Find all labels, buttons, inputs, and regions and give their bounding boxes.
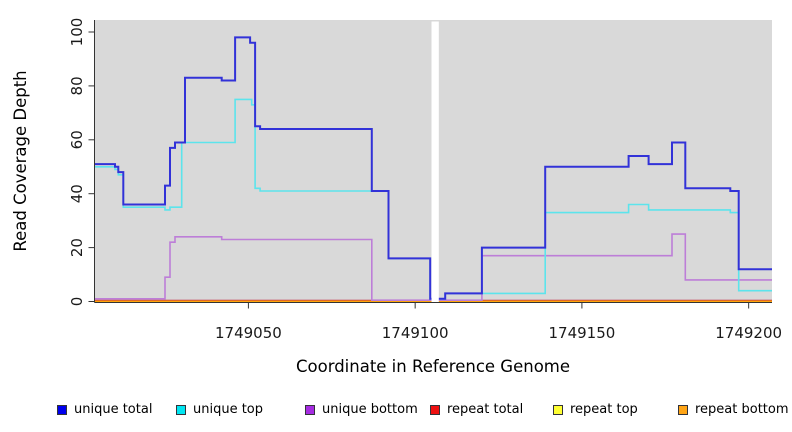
legend-item-unique-bottom: unique bottom <box>305 402 418 417</box>
x-tick-label: 1749150 <box>549 324 616 342</box>
plot-generated: 1749050 1749100 1749150 1749200 0 20 40 60 80 100 <box>68 18 782 342</box>
legend-item-repeat-top: repeat top <box>553 402 638 417</box>
legend-item-unique-total: unique total <box>57 402 152 417</box>
y-tick-label: 20 <box>68 238 86 257</box>
y-tick-label: 80 <box>68 76 86 95</box>
legend-swatch-repeat-total <box>430 404 440 415</box>
legend-swatch-repeat-top <box>553 404 563 415</box>
y-axis-title: Read Coverage Depth <box>11 70 30 251</box>
legend-swatch-unique-top <box>176 404 186 415</box>
x-axis-title: Coordinate in Reference Genome <box>296 357 570 376</box>
legend-swatch-unique-bottom <box>305 404 315 415</box>
legend-label: unique bottom <box>322 402 418 417</box>
legend-item-repeat-total: repeat total <box>430 402 523 417</box>
legend-label: unique top <box>193 402 264 417</box>
y-tick-label: 60 <box>68 130 86 149</box>
legend-item-repeat-bottom: repeat bottom <box>678 402 789 417</box>
missing-data-gap <box>431 21 439 303</box>
legend-label: repeat total <box>447 402 524 417</box>
legend-item-unique-top: unique top <box>176 402 263 417</box>
legend-label: repeat bottom <box>695 402 789 417</box>
x-tick-label: 1749050 <box>215 324 282 342</box>
legend-swatch-repeat-bottom <box>678 404 688 415</box>
x-tick-label: 1749100 <box>382 324 449 342</box>
unique-top-line <box>95 98 772 300</box>
legend-label: repeat top <box>570 402 638 417</box>
y-tick-label: 40 <box>68 184 86 203</box>
x-tick-label: 1749200 <box>715 324 782 342</box>
unique-total-line <box>95 36 772 300</box>
y-tick-label: 100 <box>68 18 86 47</box>
legend-label: unique total <box>74 402 153 417</box>
y-tick-label: 0 <box>68 297 86 307</box>
legend-swatch-unique-total <box>57 404 67 415</box>
unique-bottom-line <box>95 233 772 301</box>
